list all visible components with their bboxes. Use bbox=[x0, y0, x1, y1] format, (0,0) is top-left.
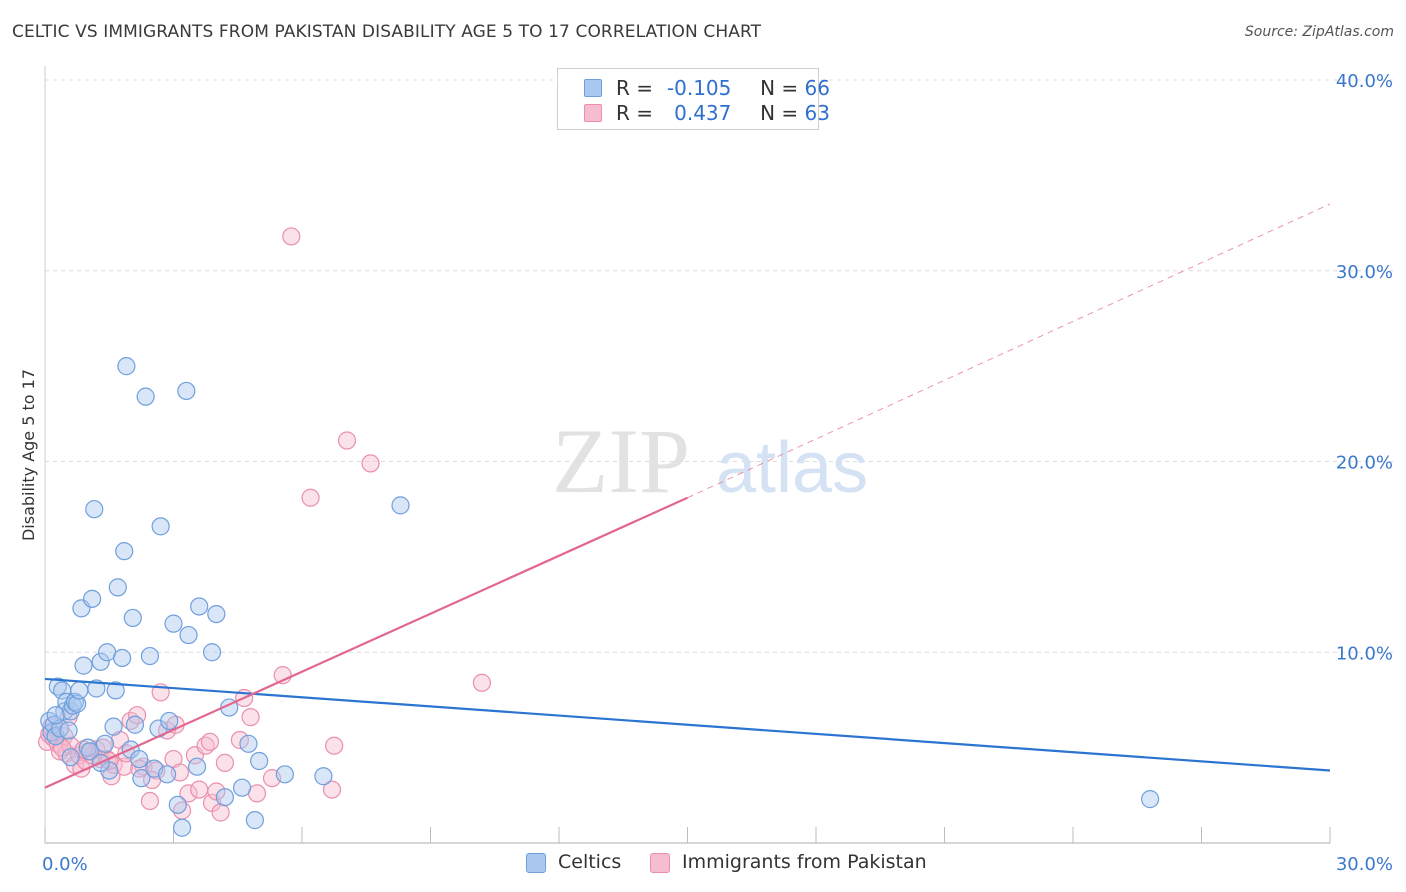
celtics-point bbox=[164, 614, 183, 633]
pakistan-point bbox=[215, 753, 234, 772]
bottom-legend-label-celtics: Celtics bbox=[558, 851, 622, 873]
legend-text-celtics: R = -0.105 N = 66 bbox=[616, 76, 830, 100]
pakistan-point bbox=[140, 791, 160, 811]
watermark: ZIP atlas bbox=[552, 410, 868, 512]
pakistan-trend-extension bbox=[687, 203, 1331, 499]
n-value-celtics: 66 bbox=[804, 76, 830, 100]
legend-swatch-celtics bbox=[584, 79, 602, 97]
celtics-point bbox=[207, 604, 226, 624]
pakistan-point bbox=[325, 736, 344, 755]
pakistan-point bbox=[241, 708, 260, 727]
celtics-point bbox=[157, 765, 177, 784]
chart-title: CELTIC VS IMMIGRANTS FROM PAKISTAN DISAB… bbox=[12, 22, 762, 42]
celtics-point bbox=[168, 795, 187, 814]
celtics-trend-line bbox=[44, 677, 1331, 772]
celtics-point bbox=[95, 734, 115, 753]
pakistan-point bbox=[322, 780, 342, 799]
trend-lines bbox=[44, 203, 1331, 789]
watermark-atlas: atlas bbox=[716, 428, 868, 508]
pakistan-point bbox=[361, 454, 380, 473]
x-tick-label: 0.0% bbox=[42, 854, 88, 875]
celtics-point bbox=[59, 721, 78, 740]
pakistan-point bbox=[472, 673, 491, 692]
pakistan-point bbox=[200, 732, 220, 752]
source-label: Source: ZipAtlas.com bbox=[1244, 24, 1394, 40]
celtics-point bbox=[108, 578, 127, 597]
celtics-point bbox=[85, 500, 104, 519]
r-value-pakistan: 0.437 bbox=[674, 101, 732, 125]
pakistan-point bbox=[301, 488, 320, 507]
y-tick-label: 10.0% bbox=[1336, 643, 1393, 664]
celtics-point bbox=[215, 788, 234, 807]
y-axis-title: Disability Age 5 to 17 bbox=[19, 369, 38, 541]
celtics-point bbox=[187, 757, 207, 776]
pakistan-point bbox=[211, 803, 230, 822]
celtics-point bbox=[132, 769, 151, 788]
celtics-point bbox=[190, 597, 209, 616]
celtics-point bbox=[172, 818, 192, 837]
r-label: R = bbox=[616, 76, 654, 100]
celtics-point bbox=[1140, 790, 1160, 809]
celtics-point bbox=[68, 694, 87, 713]
n-value-pakistan: 63 bbox=[804, 101, 830, 125]
celtics-point bbox=[136, 387, 155, 406]
r-value-celtics: -0.105 bbox=[666, 76, 732, 100]
celtics-point bbox=[117, 357, 136, 376]
celtics-point bbox=[83, 589, 102, 608]
pakistan-point bbox=[179, 784, 198, 803]
x-tick-label: 30.0% bbox=[1336, 854, 1393, 875]
legend-swatch-pakistan bbox=[584, 104, 602, 122]
pakistan-point bbox=[230, 730, 249, 750]
celtics-point bbox=[125, 715, 145, 734]
celtics-point bbox=[87, 679, 106, 698]
celtics-point bbox=[106, 681, 125, 700]
celtics-point bbox=[391, 496, 410, 515]
celtics-point bbox=[115, 542, 134, 561]
series-celtics-points bbox=[40, 357, 1160, 837]
bottom-legend-swatch-celtics bbox=[526, 853, 546, 873]
celtics-point bbox=[275, 765, 294, 784]
celtics-point bbox=[202, 643, 222, 662]
celtics-point bbox=[160, 711, 179, 731]
celtics-point bbox=[151, 517, 170, 536]
celtics-point bbox=[232, 778, 252, 797]
n-label: N = bbox=[760, 101, 799, 125]
y-tick-label: 30.0% bbox=[1336, 262, 1393, 283]
r-label: R = bbox=[616, 101, 654, 125]
y-tick-label: 20.0% bbox=[1336, 453, 1393, 474]
y-tick-label: 40.0% bbox=[1336, 71, 1393, 92]
gridlines bbox=[45, 79, 1395, 653]
celtics-point bbox=[123, 608, 142, 628]
correlation-legend: R = -0.105 N = 66 R = 0.437 N = 63 bbox=[557, 68, 830, 130]
pakistan-point bbox=[282, 227, 301, 246]
celtics-point bbox=[245, 811, 264, 830]
pakistan-point bbox=[190, 780, 209, 799]
celtics-point bbox=[250, 751, 269, 771]
celtics-point bbox=[112, 648, 132, 668]
celtics-point bbox=[177, 381, 196, 401]
pakistan-point bbox=[337, 431, 357, 450]
celtics-point bbox=[61, 748, 80, 767]
celtics-point bbox=[104, 717, 123, 736]
bottom-legend-label-pakistan: Immigrants from Pakistan bbox=[682, 851, 927, 873]
watermark-zip: ZIP bbox=[552, 410, 690, 512]
celtics-point bbox=[140, 646, 160, 666]
celtics-point bbox=[70, 681, 89, 700]
celtics-point bbox=[91, 652, 110, 671]
bottom-legend-swatch-pakistan bbox=[650, 853, 670, 873]
n-label: N = bbox=[760, 76, 799, 100]
celtics-point bbox=[46, 706, 65, 725]
celtics-point bbox=[314, 767, 333, 786]
pakistan-trend-line bbox=[44, 496, 688, 789]
legend-text-pakistan: R = 0.437 N = 63 bbox=[616, 101, 830, 125]
celtics-point bbox=[130, 749, 149, 769]
celtics-point bbox=[179, 625, 198, 645]
celtics-point bbox=[239, 734, 258, 753]
celtics-point bbox=[80, 742, 100, 761]
celtics-point bbox=[74, 656, 93, 675]
axis-labels: 10.0% 20.0% 30.0% 40.0% 0.0% 30.0% bbox=[42, 71, 1393, 875]
